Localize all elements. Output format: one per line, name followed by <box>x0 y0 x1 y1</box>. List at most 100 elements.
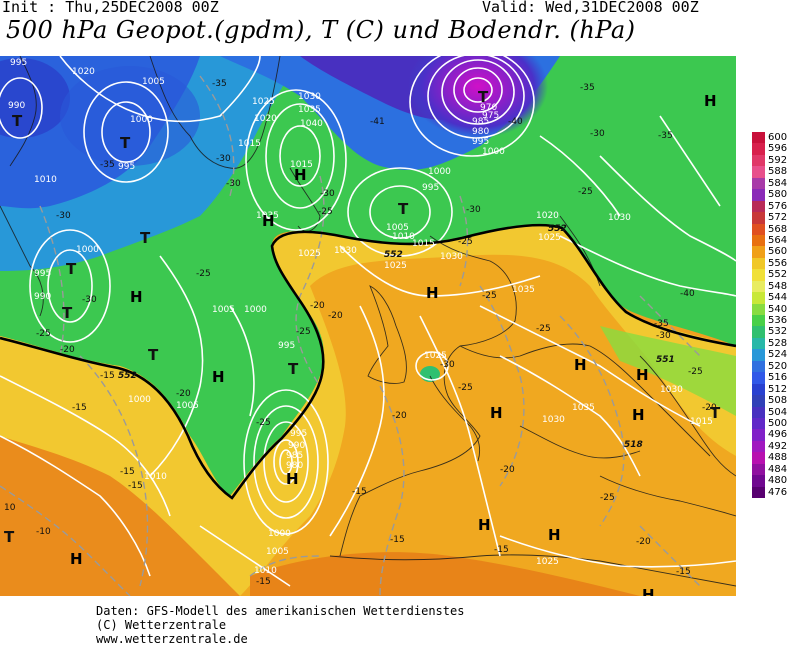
pressure-label: 1025 <box>298 249 321 259</box>
high-pressure-center: H <box>636 366 649 384</box>
pressure-label: 1025 <box>252 97 275 107</box>
pressure-label: 1010 <box>392 232 415 242</box>
weather-map-canvas: 1005 1000 995 1020 1005 1000 990 995 1010 1025 103… <box>0 56 736 596</box>
pressure-label: 1030 <box>298 92 321 102</box>
legend-value: 580 <box>768 189 788 201</box>
pressure-label: 1000 <box>268 529 291 539</box>
temperature-label: -15 <box>352 487 367 497</box>
temperature-label: -35 <box>654 319 669 329</box>
legend-row: 568 <box>752 223 790 235</box>
south-warm-field <box>250 552 640 596</box>
temperature-label: -25 <box>458 237 473 247</box>
pressure-label: 980 <box>472 127 489 137</box>
legend-row: 512 <box>752 383 790 396</box>
pressure-label: 1030 <box>440 252 463 262</box>
high-pressure-center: H <box>286 470 299 488</box>
isobars <box>0 56 736 587</box>
britain-coast <box>367 285 407 384</box>
pressure-label: 1020 <box>72 67 95 77</box>
legend-row: 580 <box>752 189 790 201</box>
legend-swatch <box>752 486 765 498</box>
temperature-label: -15 <box>256 577 271 587</box>
pressure-label: 1005 <box>386 223 409 233</box>
legend-value: 584 <box>768 177 788 189</box>
legend-value: 544 <box>768 292 788 304</box>
legend-row: 548 <box>752 280 790 293</box>
legend-row: 588 <box>752 166 790 178</box>
color-fields <box>0 56 736 596</box>
pressure-label: 985 <box>472 117 489 127</box>
temperature-label: -35 <box>212 79 227 89</box>
legend-value: 504 <box>768 406 788 418</box>
canada-coast <box>9 56 37 167</box>
legend-value: 488 <box>768 452 788 464</box>
temperature-label: -25 <box>296 327 311 337</box>
legend-row: 552 <box>752 269 790 281</box>
high-pressure-center: H <box>426 284 439 302</box>
geopotential-label: 518 <box>624 440 643 450</box>
legend-row: 500 <box>752 417 790 430</box>
color-legend: 600 596 592 588 584 580 576 572 568 564 560 556 552 5… <box>752 132 790 498</box>
temperature-label: -41 <box>370 117 385 127</box>
pressure-label: 995 <box>118 162 135 172</box>
legend-row: 592 <box>752 154 790 167</box>
low-pressure-center: T <box>398 200 409 218</box>
pressure-label: 1035 <box>572 403 595 413</box>
temperature-label: -15 <box>390 535 405 545</box>
pressure-label: 975 <box>482 111 499 121</box>
pressure-label: 995 <box>34 269 51 279</box>
high-pressure-center: H <box>212 368 225 386</box>
low-pressure-center: T <box>120 134 131 152</box>
legend-value: 600 <box>768 132 788 143</box>
temperature-label: -10 <box>36 527 51 537</box>
balkan-coast <box>519 425 641 459</box>
legend-value: 572 <box>768 212 788 224</box>
turkey-coast <box>599 475 736 517</box>
legend-value: 500 <box>768 417 788 429</box>
legend-row: 488 <box>752 452 790 464</box>
pressure-label: 990 <box>288 441 305 451</box>
temperature-label: -20 <box>702 403 717 413</box>
pressure-label: 1015 <box>412 239 435 249</box>
legend-value: 548 <box>768 280 788 292</box>
high-pressure-center: H <box>548 526 561 544</box>
weather-map: 1005 1000 995 1020 1005 1000 990 995 1010 1025 103… <box>0 56 736 596</box>
legend-row: 532 <box>752 326 790 338</box>
pressure-label: 1005 <box>266 547 289 557</box>
pressure-label: 1000 <box>482 147 505 157</box>
temperature-label: -25 <box>536 324 551 334</box>
legend-row: 476 <box>752 486 790 498</box>
pressure-label: 1010 <box>144 472 167 482</box>
legend-swatch <box>752 246 765 258</box>
pressure-centers: T T H H T T H T T H T T H T H H H H T H H T H H H H <box>4 88 721 596</box>
legend-swatch <box>752 429 765 441</box>
legend-value: 512 <box>768 383 788 395</box>
website-link[interactable]: www.wetterzentrale.de <box>96 632 248 646</box>
pressure-label: 1005 <box>142 77 165 87</box>
high-pressure-center: H <box>704 92 717 110</box>
legend-row: 584 <box>752 177 790 190</box>
legend-swatch <box>752 417 765 430</box>
map-title: 500 hPa Geopot.(gpdm), T (C) und Bodendr… <box>6 16 636 44</box>
legend-row: 572 <box>752 212 790 224</box>
temperature-label: -30 <box>466 205 481 215</box>
caucasus-border <box>639 355 736 477</box>
legend-value: 492 <box>768 440 788 452</box>
pressure-label: 1030 <box>608 213 631 223</box>
temperature-label: -30 <box>320 189 335 199</box>
legend-value: 476 <box>768 486 788 498</box>
low-pressure-center: T <box>4 528 15 546</box>
legend-row: 544 <box>752 292 790 304</box>
pressure-label: 995 <box>422 183 439 193</box>
temperature-label: -30 <box>226 179 241 189</box>
legend-swatch <box>752 223 765 235</box>
legend-value: 560 <box>768 246 788 258</box>
europe-west-coast <box>339 235 517 557</box>
deep-low-core <box>408 56 548 138</box>
high-pressure-center: H <box>70 550 83 568</box>
southwest-warm-field <box>0 436 240 596</box>
temperature-label: -20 <box>636 537 651 547</box>
legend-swatch <box>752 212 765 224</box>
legend-value: 576 <box>768 200 788 212</box>
legend-value: 524 <box>768 349 788 361</box>
